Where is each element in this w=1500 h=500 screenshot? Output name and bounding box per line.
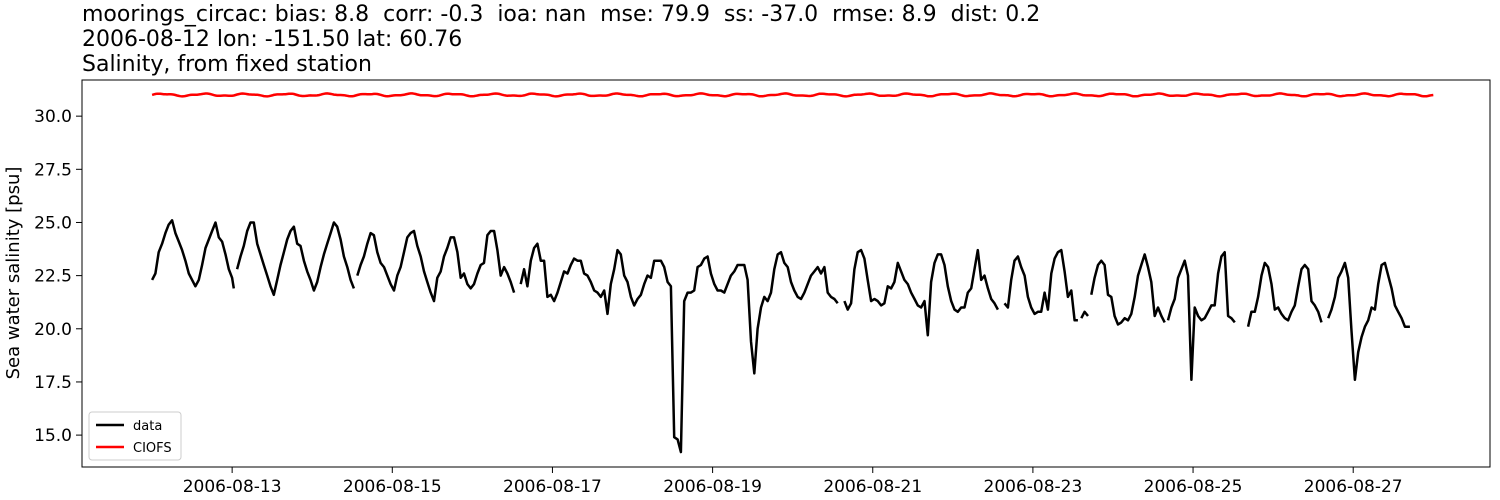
- plot-area: [82, 80, 1490, 467]
- y-tick-label: 15.0: [34, 426, 72, 446]
- data-series-segment: [1327, 261, 1410, 382]
- data-series-segment: [843, 248, 1000, 337]
- y-tick-label: 30.0: [34, 107, 72, 127]
- y-tick-label: 22.5: [34, 267, 72, 287]
- x-tick-label: 2006-08-13: [183, 477, 282, 497]
- data-series-segment: [235, 221, 356, 297]
- legend: data CIOFS: [88, 411, 182, 461]
- ciofs-series-line: [151, 92, 1434, 98]
- plot-frame: [81, 79, 1491, 468]
- y-tick-label: 25.0: [34, 213, 72, 233]
- y-tick-label: 17.5: [34, 373, 72, 393]
- data-series-segment: [1166, 250, 1236, 382]
- y-tick-label: 27.5: [34, 160, 72, 180]
- series-layer: [150, 92, 1434, 454]
- chart-title: moorings_circac: bias: 8.8 corr: -0.3 io…: [82, 2, 1040, 77]
- x-tick-label: 2006-08-21: [823, 477, 922, 497]
- data-series-segment: [1090, 253, 1166, 326]
- y-axis: 15.0 17.5 20.0 22.5 25.0 27.5 30.0: [34, 107, 82, 446]
- title-description-line: Salinity, from fixed station: [82, 52, 372, 77]
- data-series-segment: [150, 219, 236, 289]
- x-tick-label: 2006-08-25: [1144, 477, 1243, 497]
- data-series-segment: [1246, 261, 1323, 327]
- data-series-segment: [1080, 310, 1089, 319]
- x-tick-label: 2006-08-15: [343, 477, 442, 497]
- x-axis: 2006-08-13 2006-08-15 2006-08-17 2006-08-19…: [183, 467, 1403, 497]
- x-tick-label: 2006-08-19: [663, 477, 762, 497]
- legend-data-label: data: [133, 419, 162, 434]
- title-location-line: 2006-08-12 lon: -151.50 lat: 60.76: [82, 27, 463, 52]
- data-series-segment: [519, 242, 839, 454]
- x-tick-label: 2006-08-23: [984, 477, 1083, 497]
- data-series-segment: [356, 229, 516, 303]
- y-axis-label: Sea water salinity [psu]: [3, 167, 24, 380]
- x-tick-label: 2006-08-27: [1304, 477, 1403, 497]
- x-tick-label: 2006-08-17: [503, 477, 602, 497]
- legend-ciofs-label: CIOFS: [133, 441, 172, 456]
- y-tick-label: 20.0: [34, 320, 72, 340]
- data-series-segment: [1003, 248, 1078, 322]
- title-stats-line: moorings_circac: bias: 8.8 corr: -0.3 io…: [82, 2, 1041, 27]
